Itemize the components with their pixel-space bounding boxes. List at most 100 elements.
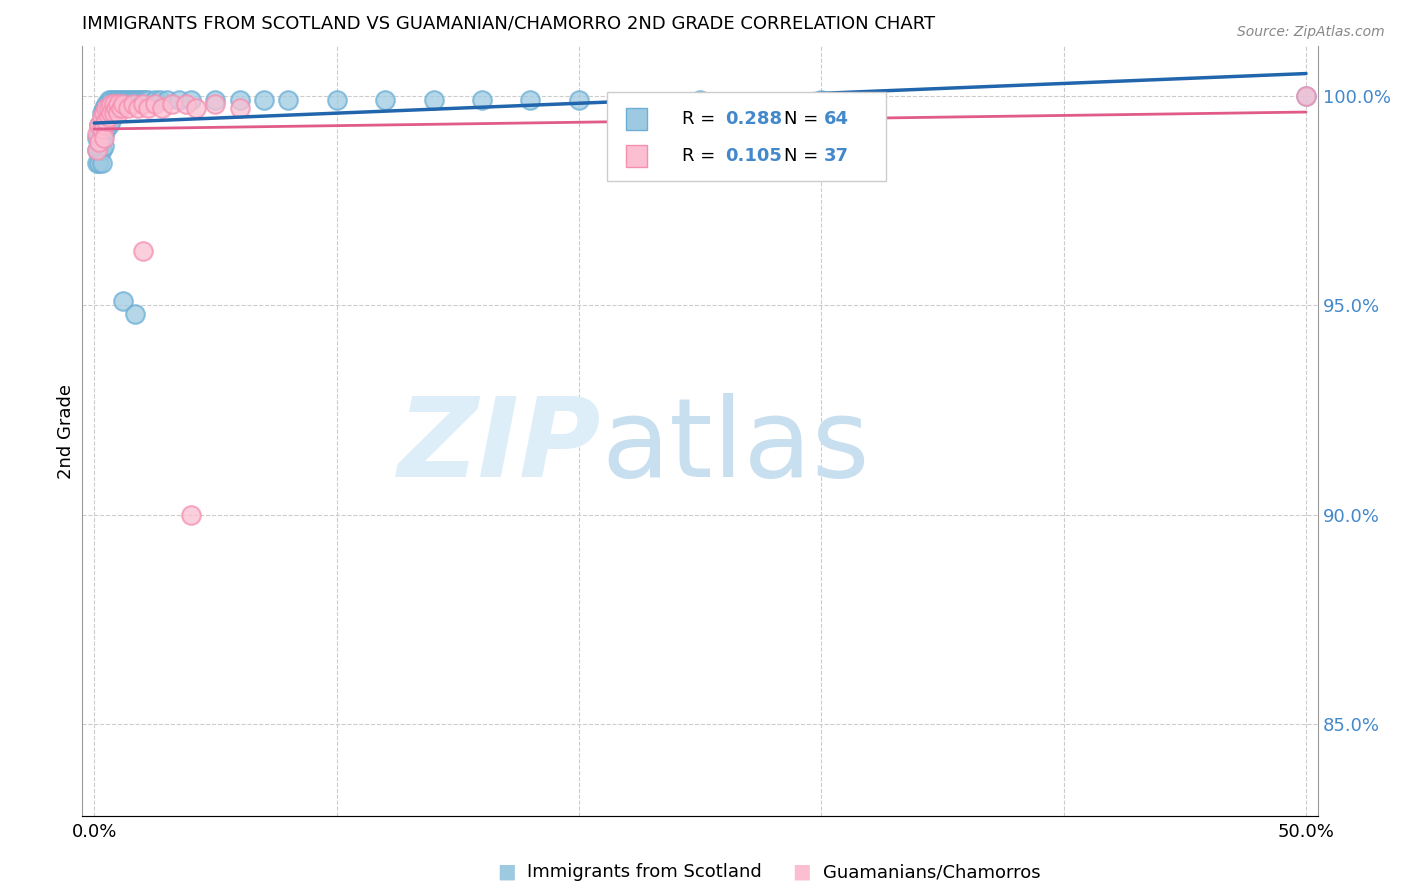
Point — [176, 97, 198, 112]
Point — [180, 508, 202, 522]
Point — [127, 102, 149, 116]
Point — [93, 114, 115, 128]
Point — [86, 131, 108, 145]
Point — [132, 93, 155, 107]
Text: atlas: atlas — [602, 393, 870, 500]
Point — [97, 102, 120, 116]
Point — [374, 93, 396, 107]
Point — [129, 93, 152, 107]
Point — [184, 102, 207, 116]
Text: IMMIGRANTS FROM SCOTLAND VS GUAMANIAN/CHAMORRO 2ND GRADE CORRELATION CHART: IMMIGRANTS FROM SCOTLAND VS GUAMANIAN/CH… — [82, 15, 935, 33]
Point — [97, 110, 120, 124]
Point — [107, 97, 129, 112]
Point — [93, 102, 115, 116]
Point — [150, 102, 173, 116]
Point — [97, 93, 120, 107]
Point — [134, 93, 156, 107]
Point — [103, 93, 125, 107]
Text: 64: 64 — [824, 110, 849, 128]
Y-axis label: 2nd Grade: 2nd Grade — [58, 384, 75, 478]
Text: 37: 37 — [824, 147, 849, 165]
Point — [180, 93, 202, 107]
Point — [136, 102, 159, 116]
Point — [132, 244, 155, 258]
Point — [87, 144, 110, 158]
Point — [96, 97, 118, 112]
Point — [86, 144, 108, 158]
Point — [1295, 89, 1317, 103]
Point — [86, 156, 108, 170]
Point — [204, 97, 226, 112]
Text: Guamanians/Chamorros: Guamanians/Chamorros — [823, 863, 1040, 881]
Point — [93, 105, 115, 120]
Text: N =: N = — [785, 147, 824, 165]
Point — [204, 93, 226, 107]
Point — [96, 114, 118, 128]
Text: R =: R = — [682, 110, 721, 128]
Text: ZIP: ZIP — [398, 393, 602, 500]
Point — [136, 93, 159, 107]
Point — [112, 294, 135, 309]
Point — [122, 97, 145, 112]
Point — [228, 102, 250, 116]
Point — [93, 131, 115, 145]
Point — [93, 139, 115, 153]
Text: ▪: ▪ — [496, 858, 516, 887]
Point — [277, 93, 299, 107]
Point — [124, 93, 146, 107]
Point — [107, 97, 129, 112]
Point — [107, 105, 129, 120]
Point — [100, 114, 122, 128]
Point — [90, 118, 112, 132]
Point — [105, 102, 128, 116]
Point — [86, 127, 108, 141]
Bar — [626, 108, 647, 129]
Point — [253, 93, 276, 107]
Point — [689, 93, 711, 107]
Point — [97, 118, 120, 132]
Point — [112, 93, 135, 107]
Point — [228, 93, 250, 107]
Point — [96, 122, 118, 136]
Point — [90, 144, 112, 158]
Bar — [626, 145, 647, 167]
Point — [156, 93, 179, 107]
Point — [325, 93, 347, 107]
Text: Source: ZipAtlas.com: Source: ZipAtlas.com — [1237, 25, 1385, 39]
Point — [100, 102, 122, 116]
Point — [90, 122, 112, 136]
Point — [96, 110, 118, 124]
Text: N =: N = — [785, 110, 824, 128]
Point — [87, 131, 110, 145]
Point — [160, 97, 183, 112]
Point — [117, 102, 139, 116]
Point — [810, 93, 832, 107]
Point — [167, 93, 190, 107]
Point — [103, 102, 125, 116]
Point — [103, 105, 125, 120]
Point — [114, 93, 136, 107]
Text: 0.288: 0.288 — [725, 110, 782, 128]
Point — [132, 97, 155, 112]
Point — [422, 93, 444, 107]
Point — [87, 118, 110, 132]
Point — [105, 102, 128, 116]
Point — [149, 93, 172, 107]
Point — [90, 110, 112, 124]
Point — [93, 127, 115, 141]
Point — [143, 97, 166, 112]
Text: 0.105: 0.105 — [725, 147, 782, 165]
Point — [143, 93, 166, 107]
Point — [86, 144, 108, 158]
Point — [110, 102, 132, 116]
Point — [103, 97, 125, 112]
Point — [112, 97, 135, 112]
Point — [96, 102, 118, 116]
Point — [93, 118, 115, 132]
Point — [110, 93, 132, 107]
Text: Immigrants from Scotland: Immigrants from Scotland — [527, 863, 762, 881]
Point — [97, 105, 120, 120]
Point — [127, 93, 149, 107]
Point — [471, 93, 494, 107]
Point — [87, 156, 110, 170]
